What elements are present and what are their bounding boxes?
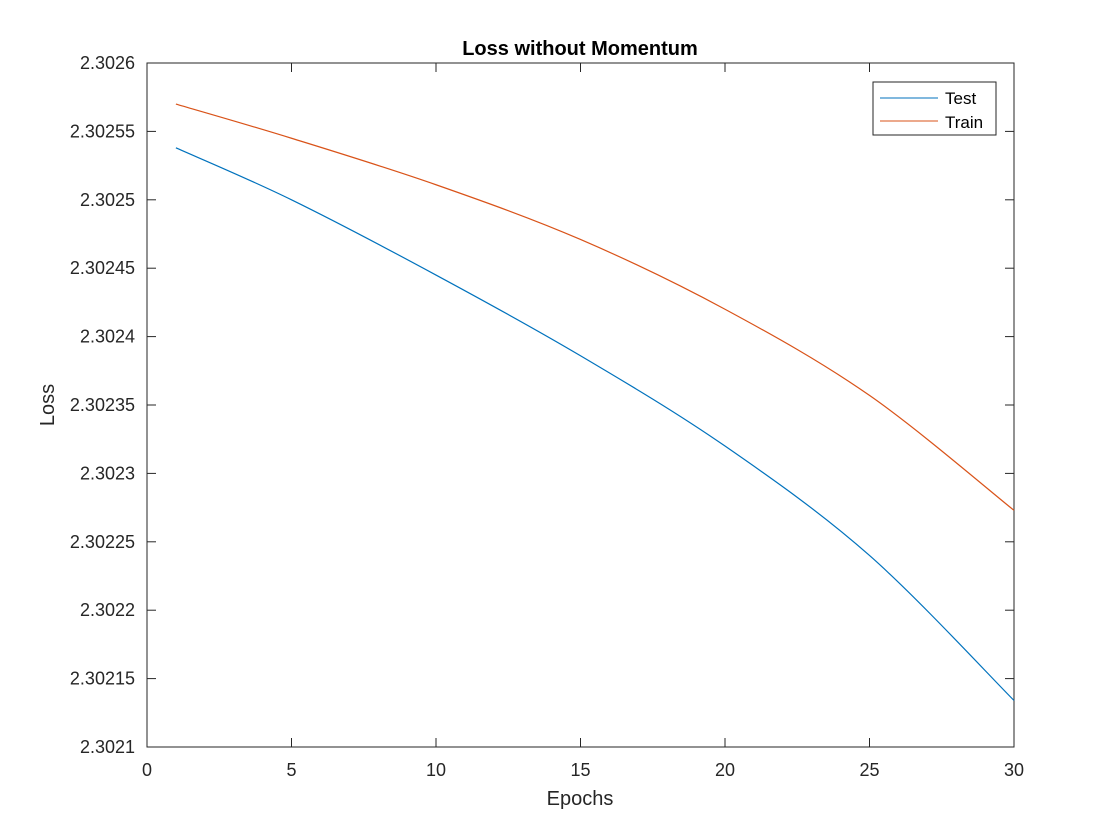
y-tick-label: 2.30225 [70, 532, 135, 552]
x-tick-label: 5 [286, 760, 296, 780]
x-tick-label: 30 [1004, 760, 1024, 780]
y-tick-label: 2.30245 [70, 258, 135, 278]
y-tick-label: 2.3024 [80, 327, 135, 347]
x-axis-title: Epochs [547, 788, 614, 810]
y-tick-label: 2.3021 [80, 737, 135, 757]
x-tick-label: 15 [570, 760, 590, 780]
x-axis-ticks: 0 5 10 15 20 25 30 [142, 63, 1024, 780]
series-lines [175, 103, 1015, 701]
legend: Test Train [872, 81, 997, 136]
legend-box [872, 81, 997, 136]
y-tick-label: 2.3023 [80, 463, 135, 483]
plot-frame [146, 62, 1015, 748]
y-tick-label: 2.30235 [70, 395, 135, 415]
y-tick-label: 2.3026 [80, 53, 135, 73]
y-tick-label: 2.3025 [80, 190, 135, 210]
x-tick-label: 25 [859, 760, 879, 780]
y-axis-ticks: 2.3021 2.30215 2.3022 2.30225 2.3023 2.30235 2… [70, 53, 1014, 757]
legend-label-train: Train [945, 113, 983, 132]
x-tick-label: 0 [142, 760, 152, 780]
y-tick-label: 2.3022 [80, 600, 135, 620]
legend-label-test: Test [945, 89, 976, 108]
series-line-train [175, 103, 1015, 511]
y-tick-label: 2.30215 [70, 669, 135, 689]
plot-area [146, 62, 1015, 748]
chart-title: Loss without Momentum [462, 38, 698, 60]
x-tick-label: 10 [426, 760, 446, 780]
x-tick-label: 20 [715, 760, 735, 780]
y-axis-title: Loss [37, 384, 59, 426]
series-line-test [175, 147, 1015, 701]
y-tick-label: 2.30255 [70, 121, 135, 141]
